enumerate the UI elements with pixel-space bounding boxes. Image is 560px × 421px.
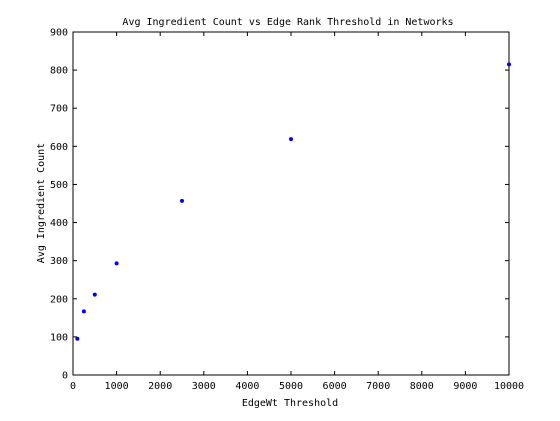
x-tick-label: 6000: [323, 381, 347, 392]
data-point: [92, 292, 97, 297]
data-point: [114, 261, 119, 266]
x-tick-label: 9000: [453, 381, 477, 392]
y-tick-label: 200: [50, 294, 68, 305]
x-axis-label: EdgeWt Threshold: [242, 398, 338, 409]
x-axis: 0 1000 2000 3000 4000 5000 6000 7000 8000 9000 100…: [70, 32, 524, 392]
x-tick-label: 4000: [235, 381, 259, 392]
y-tick-label: 700: [50, 104, 68, 115]
y-axis-label: Avg Ingredient Count: [36, 143, 47, 263]
x-tick-label: 1000: [105, 381, 129, 392]
x-tick-label: 3000: [192, 381, 216, 392]
y-tick-label: 800: [50, 66, 68, 77]
y-tick-label: 500: [50, 180, 68, 191]
x-tick-label: 10000: [494, 381, 524, 392]
y-tick-label: 300: [50, 256, 68, 267]
data-point: [289, 137, 293, 142]
data-point: [180, 198, 184, 203]
x-tick-label: 5000: [279, 381, 303, 392]
y-tick-label: 0: [62, 371, 68, 382]
x-tick-label: 2000: [148, 381, 172, 392]
y-tick-label: 600: [50, 142, 68, 153]
x-tick-label: 0: [70, 381, 76, 392]
plot-area: [72, 31, 510, 376]
data-point: [81, 309, 86, 314]
data-point: [507, 62, 511, 67]
x-tick-label: 8000: [410, 381, 434, 392]
y-tick-label: 400: [50, 218, 68, 229]
y-tick-label: 900: [50, 28, 68, 39]
x-tick-label: 7000: [366, 381, 390, 392]
y-axis: 0 100 200 300 400 500 600 700 800 900: [50, 28, 509, 382]
data-points: [75, 62, 511, 341]
y-tick-label: 100: [50, 332, 68, 343]
chart-title: Avg Ingredient Count vs Edge Rank Thresh…: [122, 17, 453, 28]
data-point: [75, 336, 80, 341]
